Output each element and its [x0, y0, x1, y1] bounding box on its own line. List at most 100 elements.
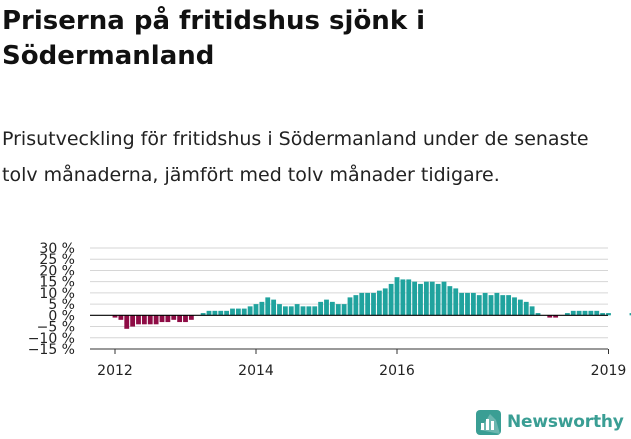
bar [435, 283, 441, 316]
axes [90, 314, 609, 354]
bar [453, 288, 459, 316]
y-tick-label: 15 % [39, 275, 75, 291]
y-tick-label: 25 % [39, 252, 75, 268]
bar [547, 315, 553, 318]
bar [582, 310, 588, 316]
bar [235, 308, 241, 316]
bar [512, 297, 517, 316]
bar [529, 306, 535, 316]
bar [165, 315, 171, 323]
bar [130, 315, 136, 327]
bar [282, 306, 288, 316]
y-tick-label: 0 % [48, 308, 75, 324]
bar [629, 313, 631, 316]
bar [118, 315, 124, 320]
y-tick-label: 20 % [39, 263, 75, 279]
x-tick-label: 2019 [591, 363, 627, 376]
bar [394, 277, 400, 316]
bar [277, 304, 282, 316]
bar [523, 301, 529, 316]
bar [564, 313, 570, 316]
bar [570, 310, 576, 316]
bar [200, 313, 206, 316]
bar [259, 301, 265, 316]
bar [230, 308, 235, 316]
x-tick-label: 2012 [97, 363, 133, 376]
bar [312, 306, 318, 316]
bar [465, 292, 470, 316]
bar [447, 286, 453, 316]
bar [388, 283, 394, 316]
bar [441, 281, 447, 316]
bar [335, 304, 341, 316]
bar [294, 304, 300, 316]
bar [488, 295, 494, 316]
bar [136, 315, 141, 325]
bar [288, 306, 294, 316]
bar [365, 292, 371, 316]
bar [306, 306, 312, 316]
bar [506, 295, 512, 316]
bar [429, 281, 435, 316]
grid-lines [90, 247, 608, 350]
bar [482, 292, 488, 316]
bar [535, 313, 541, 316]
bar [359, 292, 365, 316]
bar [606, 313, 611, 316]
bar [459, 292, 465, 316]
bar [159, 315, 165, 323]
bar [212, 310, 218, 316]
bar [476, 295, 482, 316]
bar [423, 281, 429, 316]
bar [371, 292, 376, 316]
y-tick-label: 5 % [48, 297, 75, 313]
bar [265, 297, 271, 316]
bars [112, 277, 631, 329]
y-tick-label: −10 % [28, 331, 75, 347]
bar [177, 315, 183, 323]
bar [247, 306, 253, 316]
bar [188, 315, 194, 320]
bar-chart: −15 %−10 %−5 %0 %5 %10 %15 %20 %25 %30 %… [28, 241, 631, 376]
bar [218, 310, 224, 316]
bar [594, 310, 600, 316]
bar [470, 292, 476, 316]
bar [241, 308, 247, 316]
bar [329, 301, 335, 316]
bar [318, 301, 324, 316]
y-tick-label: 30 % [39, 241, 75, 257]
bar [153, 315, 159, 325]
bar [588, 310, 594, 316]
labels: −15 %−10 %−5 %0 %5 %10 %15 %20 %25 %30 %… [28, 241, 627, 376]
bar [141, 315, 147, 325]
bar [553, 315, 559, 318]
bar [206, 310, 212, 316]
bar [353, 295, 359, 316]
bar [382, 288, 388, 316]
newsworthy-chart-logo-icon [476, 409, 501, 435]
bar [418, 283, 423, 316]
bar [171, 315, 177, 320]
bar [183, 315, 188, 323]
brand-name: Newsworthy [507, 412, 624, 432]
bar [147, 315, 153, 325]
bar [576, 310, 582, 316]
bar [341, 304, 347, 316]
chart-title: Priserna på fritidshus sjönk i Södermanl… [2, 6, 426, 71]
chart-subtitle: Prisutveckling för fritidshus i Söderman… [2, 128, 589, 186]
y-tick-label: −15 % [28, 342, 75, 358]
bar [324, 299, 329, 316]
y-tick-label: −5 % [37, 320, 75, 336]
bar [224, 310, 230, 316]
bar [271, 299, 277, 316]
bar [253, 304, 259, 316]
bar [347, 297, 353, 316]
bar [412, 281, 418, 316]
bar [500, 295, 506, 316]
x-tick-label: 2016 [379, 363, 415, 376]
bar [376, 290, 382, 316]
brand-logo: Newsworthy [476, 407, 624, 437]
bar [406, 279, 412, 316]
bar [400, 279, 406, 316]
bar [300, 306, 306, 316]
